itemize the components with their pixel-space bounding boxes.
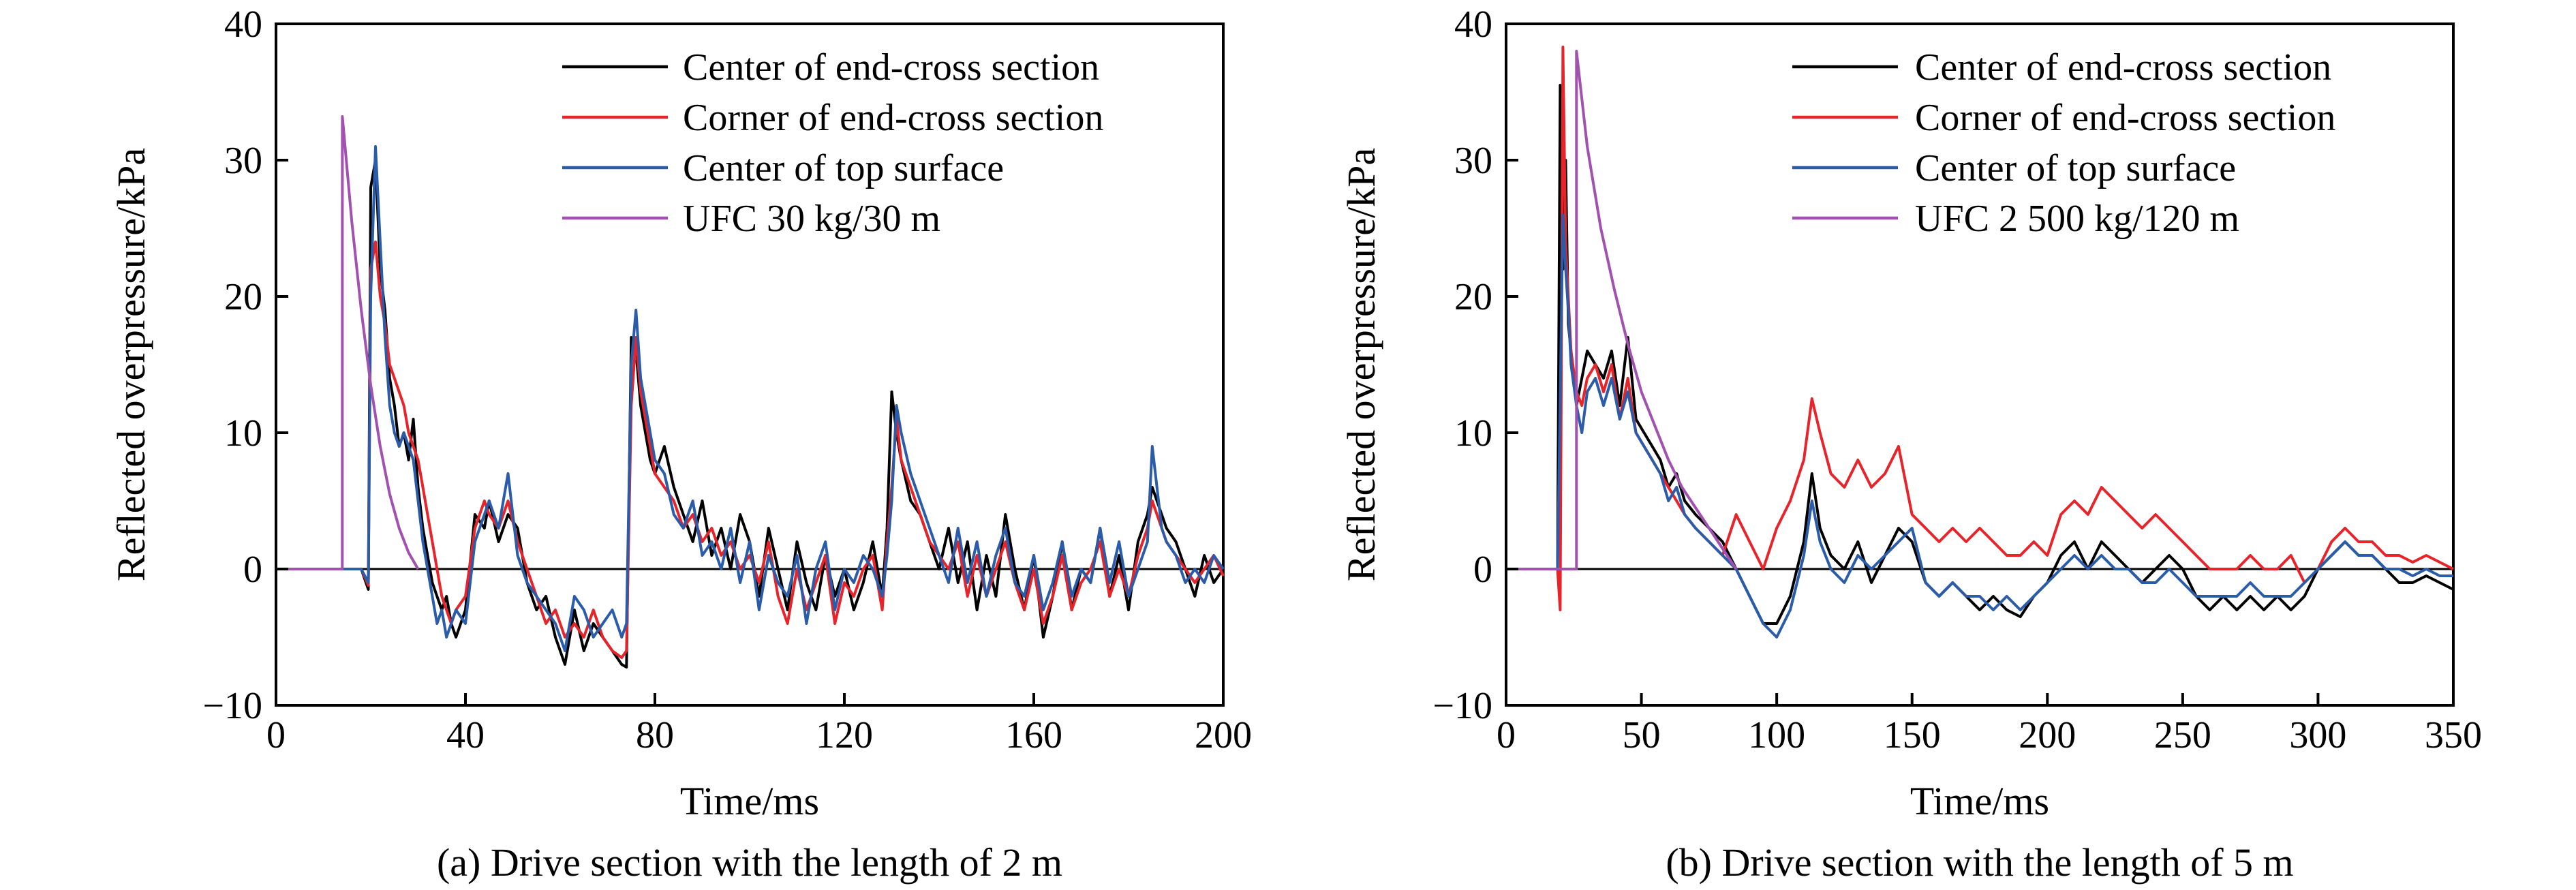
x-tick-label-a-4: 160 [1005,714,1062,756]
legend-label-a-3: UFC 30 kg/30 m [683,198,940,240]
x-tick-label-b-4: 200 [2019,714,2076,756]
y-axis-title-a: Reflected overpressure/kPa [109,148,153,581]
y-tick-label-a-0: −10 [202,685,262,727]
y-tick-label-b-2: 10 [1454,412,1492,455]
series-line-a-2 [276,145,1225,652]
x-tick-label-b-6: 300 [2289,714,2346,756]
plot-frame-a [275,22,1225,707]
y-tick-label-b-5: 40 [1454,3,1492,46]
legend-label-b-1: Corner of end-cross section [1915,97,2335,139]
legend-label-b-0: Center of end-cross section [1915,46,2331,89]
legend-label-a-1: Corner of end-cross section [683,97,1103,139]
y-tick-label-b-0: −10 [1432,685,1492,727]
legend-label-b-3: UFC 2 500 kg/120 m [1915,198,2239,240]
legend-b: Center of end-cross section Corner of en… [1792,46,2335,240]
y-tick-label-a-1: 0 [243,549,262,591]
x-tick-label-a-5: 200 [1195,714,1252,756]
y-tick-label-b-1: 0 [1473,549,1492,591]
y-axis-title-b: Reflected overpressure/kPa [1339,148,1383,581]
x-tick-label-a-2: 80 [636,714,674,756]
x-tick-label-b-1: 50 [1623,714,1661,756]
plot-frame-b [1505,22,2455,707]
series-line-a-1 [276,241,1225,659]
x-tick-label-b-7: 350 [2425,714,2482,756]
x-tick-label-a-3: 120 [816,714,873,756]
x-axis-title-b: Time/ms [1910,779,2049,823]
y-tick-label-a-5: 40 [224,3,262,46]
series-line-b-3 [1506,50,1738,570]
series-group-b [1506,46,2454,639]
y-tick-label-a-3: 20 [224,276,262,318]
y-tick-label-a-2: 10 [224,412,262,455]
legend-a: Center of end-cross section Corner of en… [562,46,1103,240]
series-line-b-2 [1506,213,2453,639]
y-tick-label-b-4: 30 [1454,140,1492,182]
series-line-b-0 [1506,84,2454,625]
legend-label-a-0: Center of end-cross section [683,46,1099,89]
x-tick-label-b-5: 250 [2154,714,2211,756]
x-tick-label-b-0: 0 [1497,714,1516,756]
y-tick-label-b-3: 20 [1454,276,1492,318]
x-axis-title-a: Time/ms [680,779,819,823]
series-line-a-3 [276,115,420,570]
legend-label-b-2: Center of top surface [1915,147,2236,189]
caption-a: (a) Drive section with the length of 2 m [437,840,1062,885]
x-tick-label-b-3: 150 [1884,714,1941,756]
x-tick-label-b-2: 100 [1748,714,1805,756]
series-line-b-1 [1506,46,2454,611]
x-tick-label-a-0: 0 [266,714,286,756]
y-tick-label-a-4: 30 [224,140,262,182]
caption-b: (b) Drive section with the length of 5 m [1666,840,2293,885]
legend-label-a-2: Center of top surface [683,147,1004,189]
x-tick-label-a-1: 40 [446,714,485,756]
series-group-a [276,115,1225,669]
